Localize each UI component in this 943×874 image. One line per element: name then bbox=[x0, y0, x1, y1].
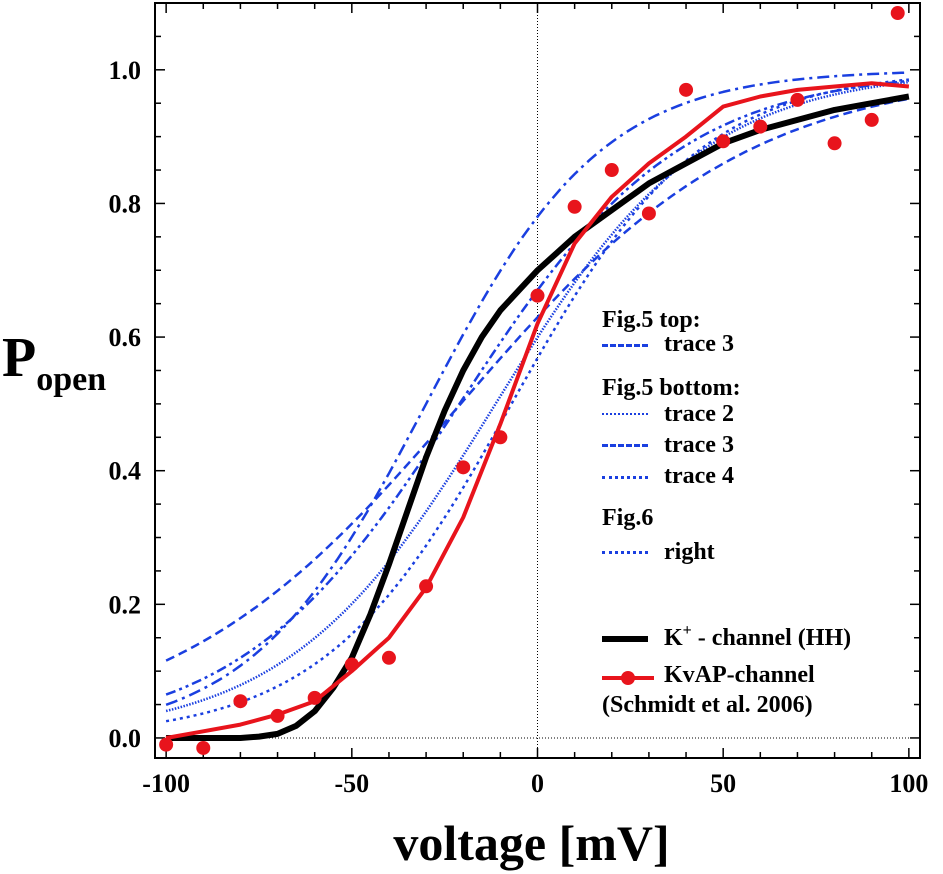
y-tick-label: 0.6 bbox=[109, 323, 142, 352]
legend-item-fig5bottom-trace4: trace 4 bbox=[664, 463, 734, 489]
x-tick-label: -100 bbox=[142, 769, 190, 798]
kvap-data-point bbox=[456, 460, 471, 475]
legend-item-fig5top-trace3: trace 3 bbox=[664, 331, 734, 357]
kvap-data-point bbox=[419, 579, 434, 594]
kvap-data-point bbox=[753, 119, 768, 134]
kvap-data-point bbox=[196, 740, 211, 755]
kvap-data-point bbox=[307, 690, 322, 705]
kvap-data-point bbox=[159, 737, 174, 752]
x-axis-title: voltage [mV] bbox=[393, 815, 670, 871]
legend-swatch-fig5bottom-trace4 bbox=[602, 476, 648, 479]
kvap-data-point bbox=[567, 199, 582, 214]
kvap-data-point bbox=[827, 136, 842, 151]
legend-header-fig6: Fig.6 bbox=[602, 505, 654, 531]
kvap-data-point bbox=[493, 430, 508, 445]
kvap-data-point bbox=[679, 82, 694, 97]
legend-item-fig5bottom-trace3: trace 3 bbox=[664, 432, 734, 458]
x-tick-label: 50 bbox=[710, 769, 736, 798]
x-tick-label: 0 bbox=[531, 769, 544, 798]
legend-item-fig6-right: right bbox=[664, 539, 715, 565]
series-line-3 bbox=[165, 78, 910, 723]
y-tick-label: 0.0 bbox=[109, 724, 142, 753]
kvap-data-point bbox=[530, 288, 545, 303]
kvap-data-point bbox=[344, 657, 359, 672]
series-line-1 bbox=[165, 80, 910, 713]
legend-item-fig5bottom-trace2: trace 2 bbox=[664, 401, 734, 427]
series-line-2 bbox=[165, 97, 910, 662]
series-line-4 bbox=[165, 79, 910, 696]
x-tick-label: -50 bbox=[334, 769, 369, 798]
kvap-data-point bbox=[233, 694, 248, 709]
kvap-data-point bbox=[604, 163, 619, 178]
legend-swatch-hh bbox=[602, 636, 648, 642]
legend-header-fig5-bottom: Fig.5 bottom: bbox=[602, 375, 741, 401]
legend-item-kvap-citation: (Schmidt et al. 2006) bbox=[602, 692, 813, 718]
legend-swatch-fig5top-trace3 bbox=[602, 344, 648, 347]
y-tick-label: 0.8 bbox=[109, 189, 142, 218]
legend-swatch-fig5bottom-trace3 bbox=[602, 444, 648, 447]
y-tick-label: 0.2 bbox=[109, 590, 142, 619]
kvap-data-point bbox=[641, 206, 656, 221]
y-tick-label: 1.0 bbox=[109, 56, 142, 85]
legend-swatch-fig5bottom-trace2 bbox=[602, 413, 648, 415]
legend-item-kvap: KvAP-channel bbox=[664, 662, 815, 688]
kvap-data-point bbox=[270, 708, 285, 723]
kvap-data-point bbox=[864, 112, 879, 127]
y-tick-label: 0.4 bbox=[109, 457, 142, 486]
series-line-6 bbox=[165, 81, 910, 740]
kvap-data-point bbox=[790, 92, 805, 107]
legend-swatch-fig6-right bbox=[602, 551, 648, 554]
kvap-data-point bbox=[890, 6, 905, 21]
kvap-data-point bbox=[716, 134, 731, 149]
legend-item-hh: K+ - channel (HH) bbox=[664, 622, 852, 651]
y-axis-title: Popen bbox=[2, 327, 107, 398]
x-tick-label: 100 bbox=[889, 769, 928, 798]
legend-header-fig5-top: Fig.5 top: bbox=[602, 307, 701, 333]
kvap-data-point bbox=[381, 650, 396, 665]
legend-swatch-kvap bbox=[602, 671, 654, 685]
